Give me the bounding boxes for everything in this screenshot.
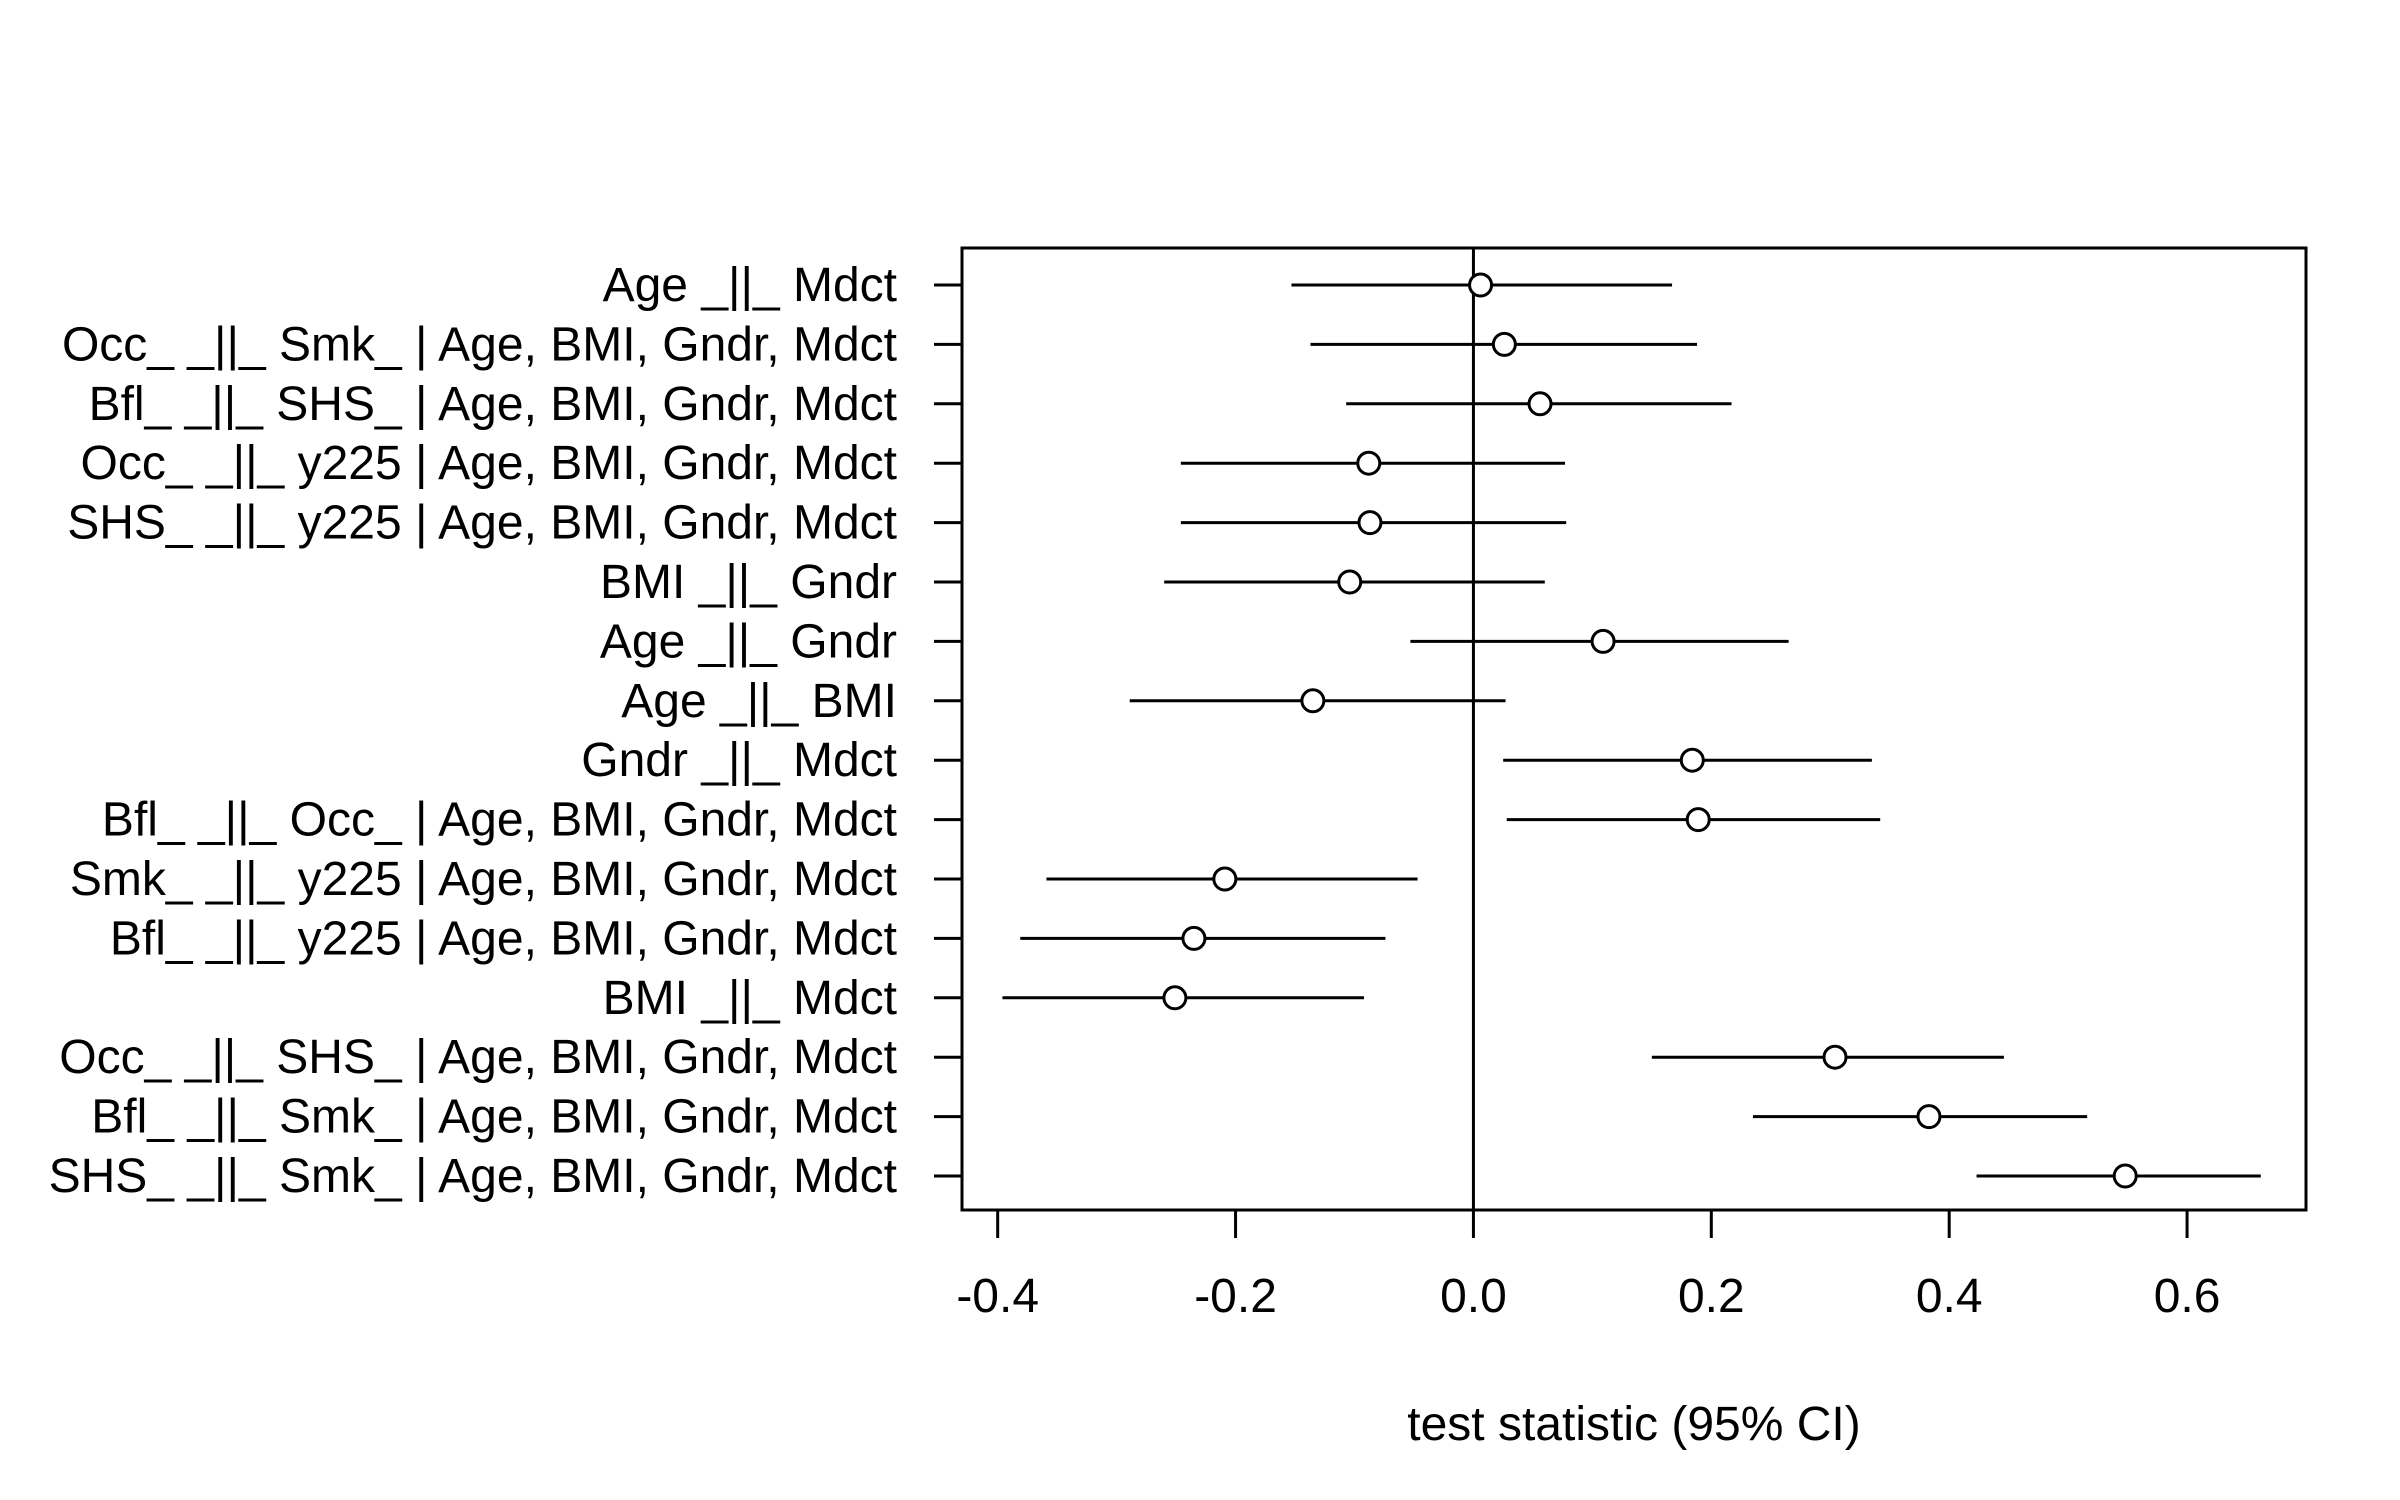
row-label: Bfl_ _||_ Occ_ | Age, BMI, Gndr, Mdct — [102, 794, 897, 847]
x-axis-label: test statistic (95% CI) — [1407, 1398, 1860, 1451]
point-estimate — [1491, 331, 1517, 357]
point-estimate — [1181, 925, 1207, 951]
point-estimate — [1468, 272, 1494, 298]
point-estimate — [1679, 747, 1705, 773]
point-estimate — [1590, 628, 1616, 654]
row-label: Age _||_ Gndr — [600, 615, 897, 668]
ci-marks — [1002, 272, 2261, 1189]
row-label: BMI _||_ Gndr — [600, 556, 897, 609]
row-label: Age _||_ BMI — [621, 675, 897, 728]
point-estimate — [1337, 569, 1363, 595]
x-tick-label: 0.2 — [1678, 1270, 1745, 1323]
point-estimate — [1212, 866, 1238, 892]
point-estimate — [1356, 450, 1382, 476]
row-label: SHS_ _||_ Smk_ | Age, BMI, Gndr, Mdct — [49, 1150, 897, 1203]
x-tick-label: 0.6 — [2154, 1270, 2221, 1323]
row-label: Occ_ _||_ Smk_ | Age, BMI, Gndr, Mdct — [62, 318, 897, 371]
plot-frame — [960, 246, 2308, 1212]
row-label: Occ_ _||_ SHS_ | Age, BMI, Gndr, Mdct — [59, 1031, 897, 1084]
x-tick-label: -0.4 — [956, 1270, 1039, 1323]
x-tick-label: -0.2 — [1194, 1270, 1277, 1323]
point-estimate — [1527, 391, 1553, 417]
y-axis: Age _||_ Mdct Occ_ _||_ Smk_ | Age, BMI, … — [49, 259, 962, 1203]
point-estimate — [1357, 510, 1383, 536]
point-estimate — [1300, 688, 1326, 714]
x-tick-label: 0.0 — [1440, 1270, 1507, 1323]
point-estimate — [1822, 1044, 1848, 1070]
row-label: Smk_ _||_ y225 | Age, BMI, Gndr, Mdct — [70, 853, 897, 906]
point-estimate — [1916, 1104, 1942, 1130]
row-label: Occ_ _||_ y225 | Age, BMI, Gndr, Mdct — [81, 437, 897, 490]
point-estimate — [2112, 1163, 2138, 1189]
row-label: BMI _||_ Mdct — [603, 972, 897, 1025]
row-label: Bfl_ _||_ Smk_ | Age, BMI, Gndr, Mdct — [91, 1091, 897, 1144]
row-label: Gndr _||_ Mdct — [581, 734, 897, 787]
point-estimate — [1685, 807, 1711, 833]
row-label: Age _||_ Mdct — [603, 259, 897, 312]
row-label: Bfl_ _||_ y225 | Age, BMI, Gndr, Mdct — [110, 912, 897, 965]
row-label: SHS_ _||_ y225 | Age, BMI, Gndr, Mdct — [67, 497, 897, 550]
row-label: Bfl_ _||_ SHS_ | Age, BMI, Gndr, Mdct — [89, 378, 897, 431]
x-tick-label: 0.4 — [1916, 1270, 1983, 1323]
x-axis: -0.4 -0.2 0.0 0.2 0.4 0.6 — [956, 1210, 2220, 1323]
point-estimate — [1162, 985, 1188, 1011]
